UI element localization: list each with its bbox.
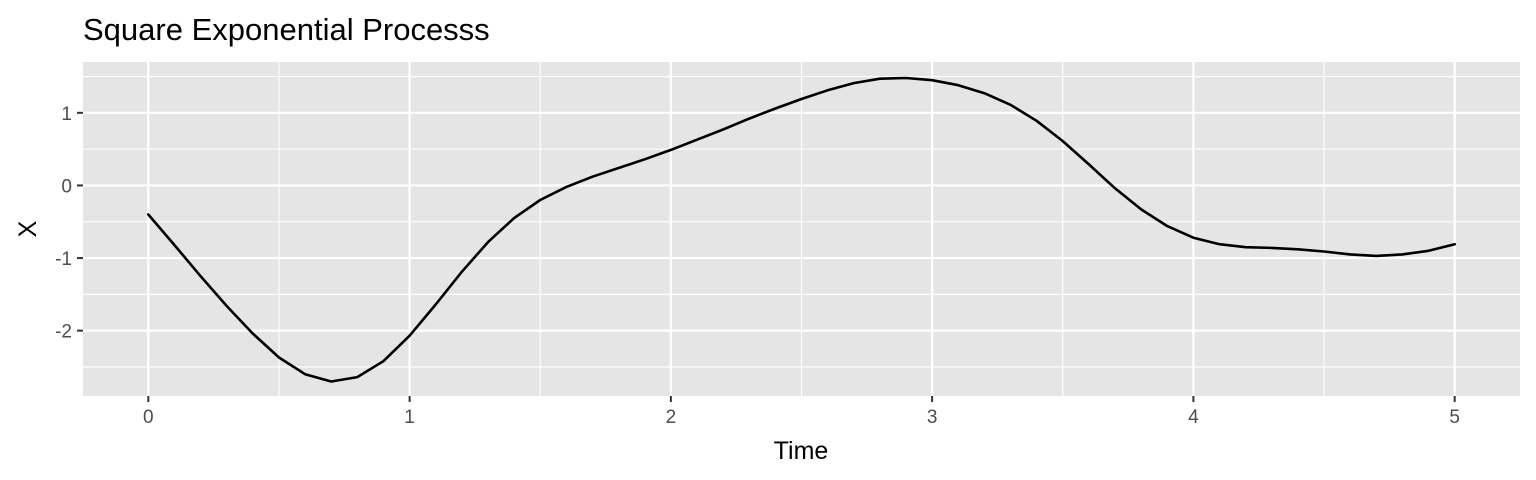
x-axis: 0 1 2 3 4 5 [143,396,1460,428]
x-tick-label: 2 [666,407,677,428]
x-tick-label: 5 [1449,407,1460,428]
x-tick-label: 1 [404,407,415,428]
x-tick-label: 4 [1188,407,1199,428]
x-tick-label: 0 [143,407,154,428]
chart-title: Square Exponential Processs [83,12,490,47]
x-axis-title: Time [774,437,829,465]
y-axis: -2 -1 0 1 [55,104,83,343]
y-tick-label: 1 [61,104,72,125]
series-line [147,76,1456,383]
x-tick-label: 3 [927,407,938,428]
y-tick-label: 0 [61,176,72,197]
minor-gridlines [83,62,1520,396]
y-tick-label: -2 [55,322,72,343]
major-gridlines [83,62,1520,396]
y-axis-title: X [14,220,42,237]
y-tick-label: -1 [55,249,72,270]
